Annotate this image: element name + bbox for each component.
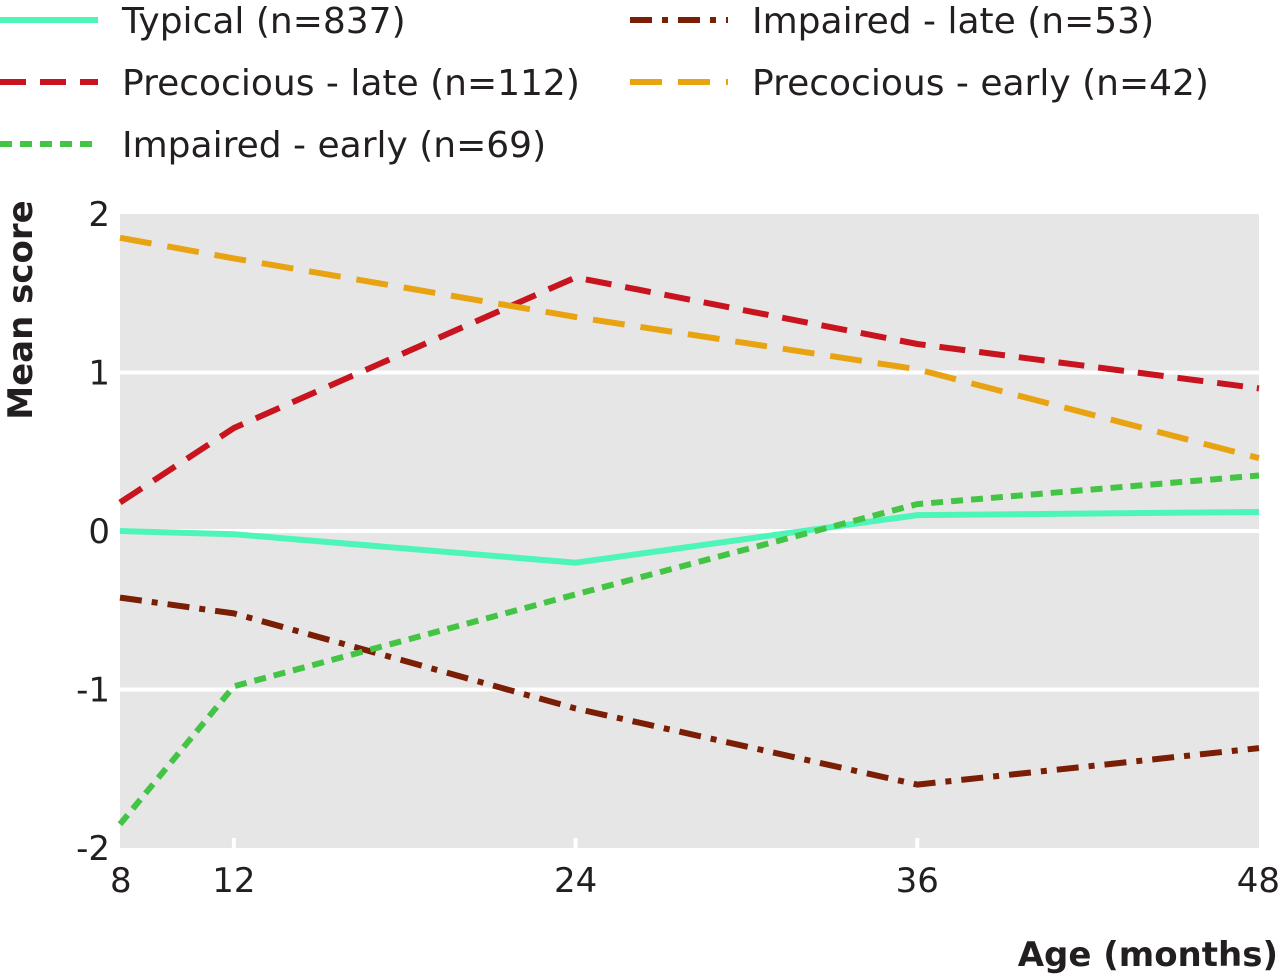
legend: Typical (n=837) Impaired - late (n=53) Pre… [0,1,1209,166]
legend-label: Precocious - late (n=112) [122,63,580,104]
legend-item: Typical (n=837) [0,1,406,42]
x-axis-title: Age (months) [1018,935,1278,975]
legend-label: Typical (n=837) [121,1,406,42]
y-axis-tick-labels: -2 -1 0 1 2 [76,195,110,869]
series-line-3 [118,274,1260,506]
y-tick-label: -2 [76,829,110,869]
x-tick-label: 36 [896,861,939,901]
legend-label: Precocious - early (n=42) [752,63,1209,104]
legend-item: Impaired - late (n=53) [630,1,1154,42]
y-tick-label: -1 [76,671,110,711]
x-tick-label: 24 [554,861,597,901]
x-tick-label: 8 [110,861,132,901]
gridlines [120,370,1259,692]
series-layer [117,234,1260,827]
x-tick-label: 12 [212,861,255,901]
x-axis-tick-labels: 8 12 24 36 48 [110,861,1280,901]
series-line-2 [119,594,1260,788]
series-line-1 [119,509,1260,566]
x-tick-label: 48 [1237,861,1280,901]
legend-item: Precocious - early (n=42) [630,63,1209,104]
series-line-5 [117,472,1260,827]
y-tick-label: 1 [88,354,110,394]
y-axis-title: Mean score [1,200,41,419]
legend-item: Precocious - late (n=112) [0,63,580,104]
legend-label: Impaired - early (n=69) [122,125,546,166]
legend-item: Impaired - early (n=69) [0,125,546,166]
y-tick-label: 0 [88,512,110,552]
x-axis-ticks [231,838,920,848]
legend-label: Impaired - late (n=53) [752,1,1154,42]
series-line-4 [119,234,1260,462]
y-tick-label: 2 [88,195,110,235]
